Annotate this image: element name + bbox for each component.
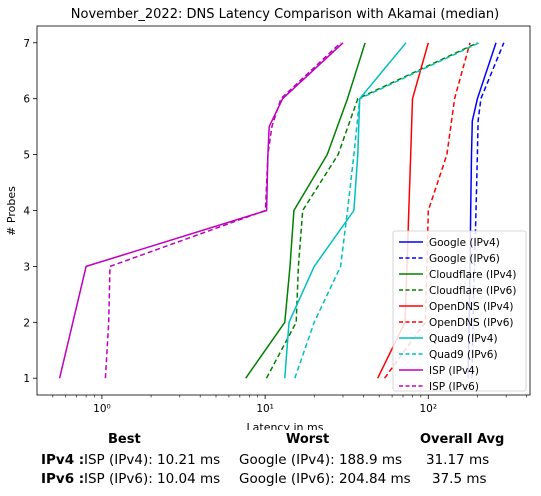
y-tick-label: 7 [23,38,30,50]
x-tick-label: 10² [420,403,438,415]
ipv6-worst: Google (IPv6): 204.84 ms [239,471,411,487]
y-tick-label: 5 [23,150,30,162]
legend-entry-cloudflare-ipv4: Cloudflare (IPv4) [429,269,516,281]
axes-frame [36,25,531,396]
legend-entry-opendns-ipv4: OpenDNS (IPv4) [429,301,514,313]
y-tick-label: 2 [23,317,30,329]
y-axis-label: # Probes [5,186,18,236]
worst-header: Worst [286,432,330,447]
ipv4-avg: 31.17 ms [426,452,490,468]
x-tick-label: 10¹ [256,403,274,415]
plot-area: 10⁰ 10¹ 10² 1 2 3 4 5 6 7 Google (IPv4) Google (IPv… [23,25,531,415]
y-tick-label: 6 [23,94,30,106]
series-line-quad9-ipv4 [284,42,407,379]
y-tick-label: 1 [23,373,30,385]
ipv6-best: ISP (IPv6): 10.04 ms [84,471,221,487]
ipv4-best: ISP (IPv4): 10.21 ms [84,452,221,468]
summary-table: Best Worst Overall Avg IPv4 : ISP (IPv4)… [0,428,541,496]
legend-box [392,230,527,392]
x-axis-label: Latency in ms [247,421,324,430]
legend-entry-google-ipv6: Google (IPv6) [429,253,500,265]
legend-entry-cloudflare-ipv6: Cloudflare (IPv6) [429,285,516,297]
chart-title: November_2022: DNS Latency Comparison wi… [71,7,499,22]
legend-entry-isp-ipv6: ISP (IPv6) [429,381,479,393]
ipv6-avg: 37.5 ms [432,471,487,487]
series-line-cloudflare-ipv6 [265,42,478,379]
ipv4-row-label: IPv4 : [41,452,85,468]
y-tick-label: 4 [23,206,30,218]
latency-chart: November_2022: DNS Latency Comparison wi… [5,7,531,430]
ipv4-worst: Google (IPv4): 188.9 ms [239,452,403,468]
ipv6-row-label: IPv6 : [41,471,85,487]
legend-entry-isp-ipv4: ISP (IPv4) [429,365,479,377]
y-tick-label: 3 [23,261,30,273]
legend-entry-opendns-ipv6: OpenDNS (IPv6) [429,317,514,329]
best-header: Best [108,432,141,447]
series-line-quad9-ipv6 [294,42,480,379]
legend-entry-google-ipv4: Google (IPv4) [429,237,500,249]
series-line-opendns-ipv6 [383,42,471,379]
x-tick-label: 10⁰ [93,403,111,415]
legend-entry-quad9-ipv6: Quad9 (IPv6) [429,349,498,361]
avg-header: Overall Avg [420,432,505,447]
series-line-cloudflare-ipv4 [245,42,366,379]
series-line-isp-ipv6 [104,42,342,379]
series-line-isp-ipv4 [58,42,344,379]
legend-entry-quad9-ipv4: Quad9 (IPv4) [429,333,498,345]
